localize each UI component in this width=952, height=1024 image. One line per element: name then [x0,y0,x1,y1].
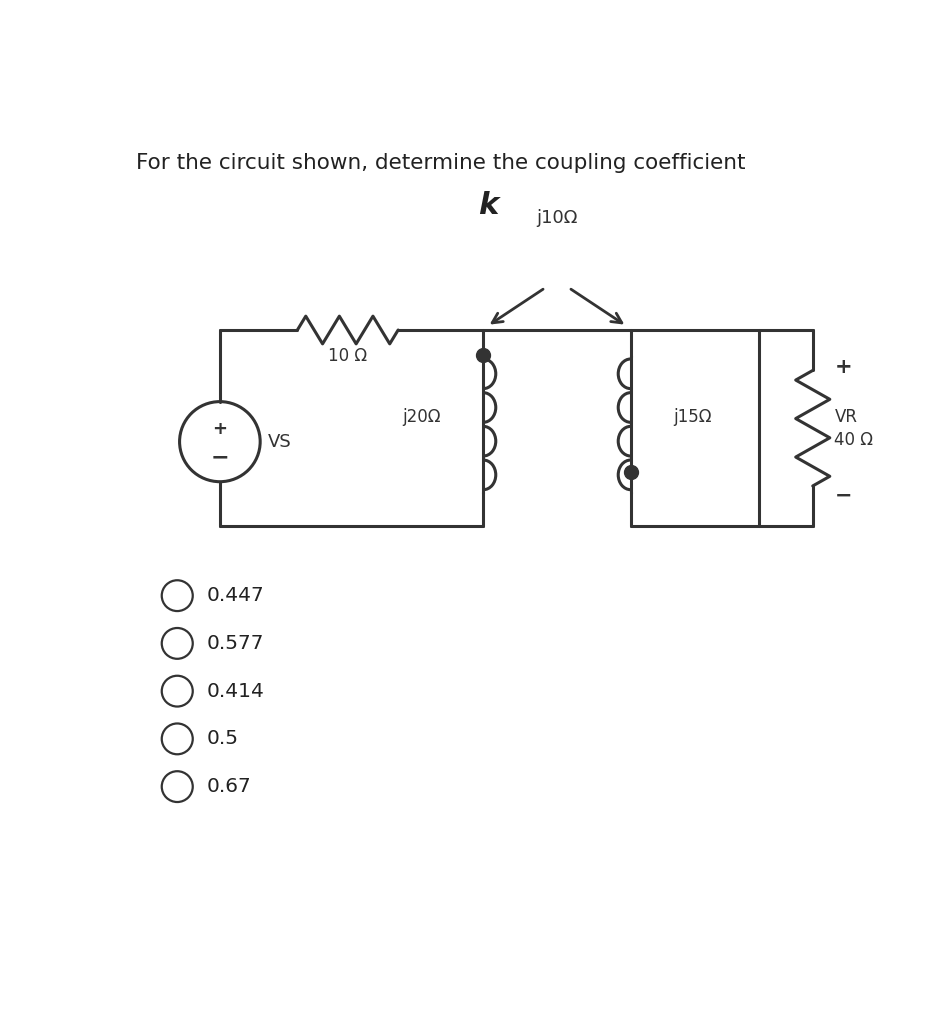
Text: +: + [212,420,228,437]
Text: −: − [210,447,228,467]
Text: 0.447: 0.447 [207,586,264,605]
Text: −: − [834,485,851,505]
Text: 0.5: 0.5 [207,729,238,749]
Text: j15Ω: j15Ω [672,408,711,426]
Text: 0.414: 0.414 [207,682,265,700]
Text: j10Ω: j10Ω [536,209,577,227]
Text: 40 Ω: 40 Ω [834,431,873,449]
Text: 0.577: 0.577 [207,634,264,653]
Text: k: k [477,191,498,220]
Text: j20Ω: j20Ω [402,408,440,426]
Text: VR: VR [834,408,857,426]
Text: 10 Ω: 10 Ω [327,347,367,365]
Text: For the circuit shown, determine the coupling coefficient: For the circuit shown, determine the cou… [136,153,744,173]
Text: +: + [834,356,851,377]
Text: 0.67: 0.67 [207,777,251,796]
Text: VS: VS [268,433,291,451]
